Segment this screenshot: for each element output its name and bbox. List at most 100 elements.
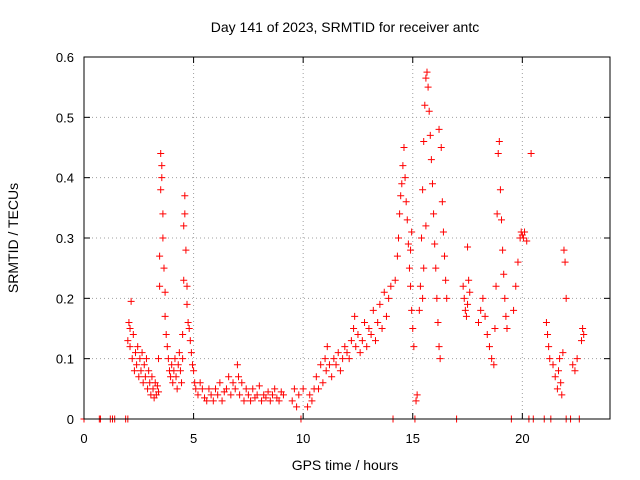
data-point [461, 306, 469, 314]
y-tick-label: 0 [67, 412, 74, 427]
data-point [179, 355, 187, 363]
data-point [499, 246, 507, 254]
data-point [527, 150, 535, 158]
data-point [159, 210, 167, 218]
data-point [153, 382, 161, 390]
data-point [490, 361, 498, 369]
data-point [431, 240, 439, 248]
data-point [396, 210, 404, 218]
data-point [216, 379, 224, 387]
data-point [341, 343, 349, 351]
data-point [171, 355, 179, 363]
data-point [430, 210, 438, 218]
data-point [268, 391, 276, 399]
data-point [205, 385, 213, 393]
data-point [438, 198, 446, 206]
data-point [551, 373, 559, 381]
data-point [266, 397, 274, 405]
data-point [155, 355, 163, 363]
data-point [184, 318, 192, 326]
data-point [514, 258, 522, 266]
data-point [155, 388, 163, 396]
data-points [80, 68, 588, 423]
data-point [133, 361, 141, 369]
data-point [559, 349, 567, 357]
data-point [580, 331, 588, 339]
data-point [290, 385, 298, 393]
data-point [420, 264, 428, 272]
data-point [315, 385, 323, 393]
data-point [376, 300, 384, 308]
data-point [421, 101, 429, 109]
x-axis-label: GPS time / hours [292, 457, 399, 473]
data-point [264, 388, 272, 396]
data-point [181, 210, 189, 218]
x-tick-label: 0 [80, 431, 87, 446]
data-point [198, 385, 206, 393]
data-point [240, 397, 248, 405]
data-point [374, 318, 382, 326]
data-point [124, 337, 132, 345]
data-point [391, 276, 399, 284]
data-point [485, 343, 493, 351]
data-point [556, 355, 564, 363]
data-point [358, 337, 366, 345]
data-point [319, 379, 327, 387]
data-point [255, 382, 263, 390]
data-point [159, 234, 167, 242]
y-tick-label: 0.3 [56, 231, 74, 246]
data-point [501, 294, 509, 302]
data-point [425, 107, 433, 115]
data-point [142, 355, 150, 363]
data-point [135, 373, 143, 381]
data-point [212, 385, 219, 393]
data-point [512, 282, 520, 290]
data-point [339, 355, 347, 363]
x-tick-label: 5 [190, 431, 197, 446]
data-point [132, 349, 140, 357]
data-point [416, 282, 424, 290]
data-point [422, 74, 430, 82]
data-point [420, 137, 428, 145]
data-point [178, 379, 186, 387]
data-point [190, 367, 198, 375]
data-point [293, 403, 301, 411]
data-point [306, 391, 314, 399]
data-point [546, 355, 554, 363]
data-point [317, 361, 325, 369]
data-point [148, 373, 156, 381]
data-point [304, 403, 312, 411]
data-point [249, 385, 257, 393]
data-point [127, 297, 135, 305]
data-point [336, 367, 344, 375]
data-point [351, 312, 359, 320]
data-point [275, 397, 283, 405]
data-point [428, 180, 436, 188]
data-point [401, 174, 409, 182]
data-point [483, 331, 491, 339]
data-point [523, 237, 531, 245]
data-point [173, 385, 181, 393]
data-point [157, 186, 165, 194]
data-point [477, 306, 485, 314]
data-point [426, 131, 434, 139]
data-point [407, 246, 415, 254]
data-point [137, 367, 145, 375]
data-point [557, 379, 565, 387]
data-point [464, 243, 472, 251]
data-point [378, 325, 386, 332]
data-point [498, 216, 506, 224]
data-point [125, 318, 133, 326]
data-point [407, 282, 415, 290]
data-point [262, 394, 270, 402]
data-point [481, 312, 489, 320]
data-point [180, 222, 188, 230]
data-point [519, 234, 527, 242]
data-point [502, 312, 510, 320]
data-point [560, 246, 568, 254]
data-point [258, 397, 266, 405]
data-point [435, 343, 443, 351]
data-point [288, 397, 296, 405]
data-point [475, 318, 482, 326]
data-point [361, 318, 369, 326]
